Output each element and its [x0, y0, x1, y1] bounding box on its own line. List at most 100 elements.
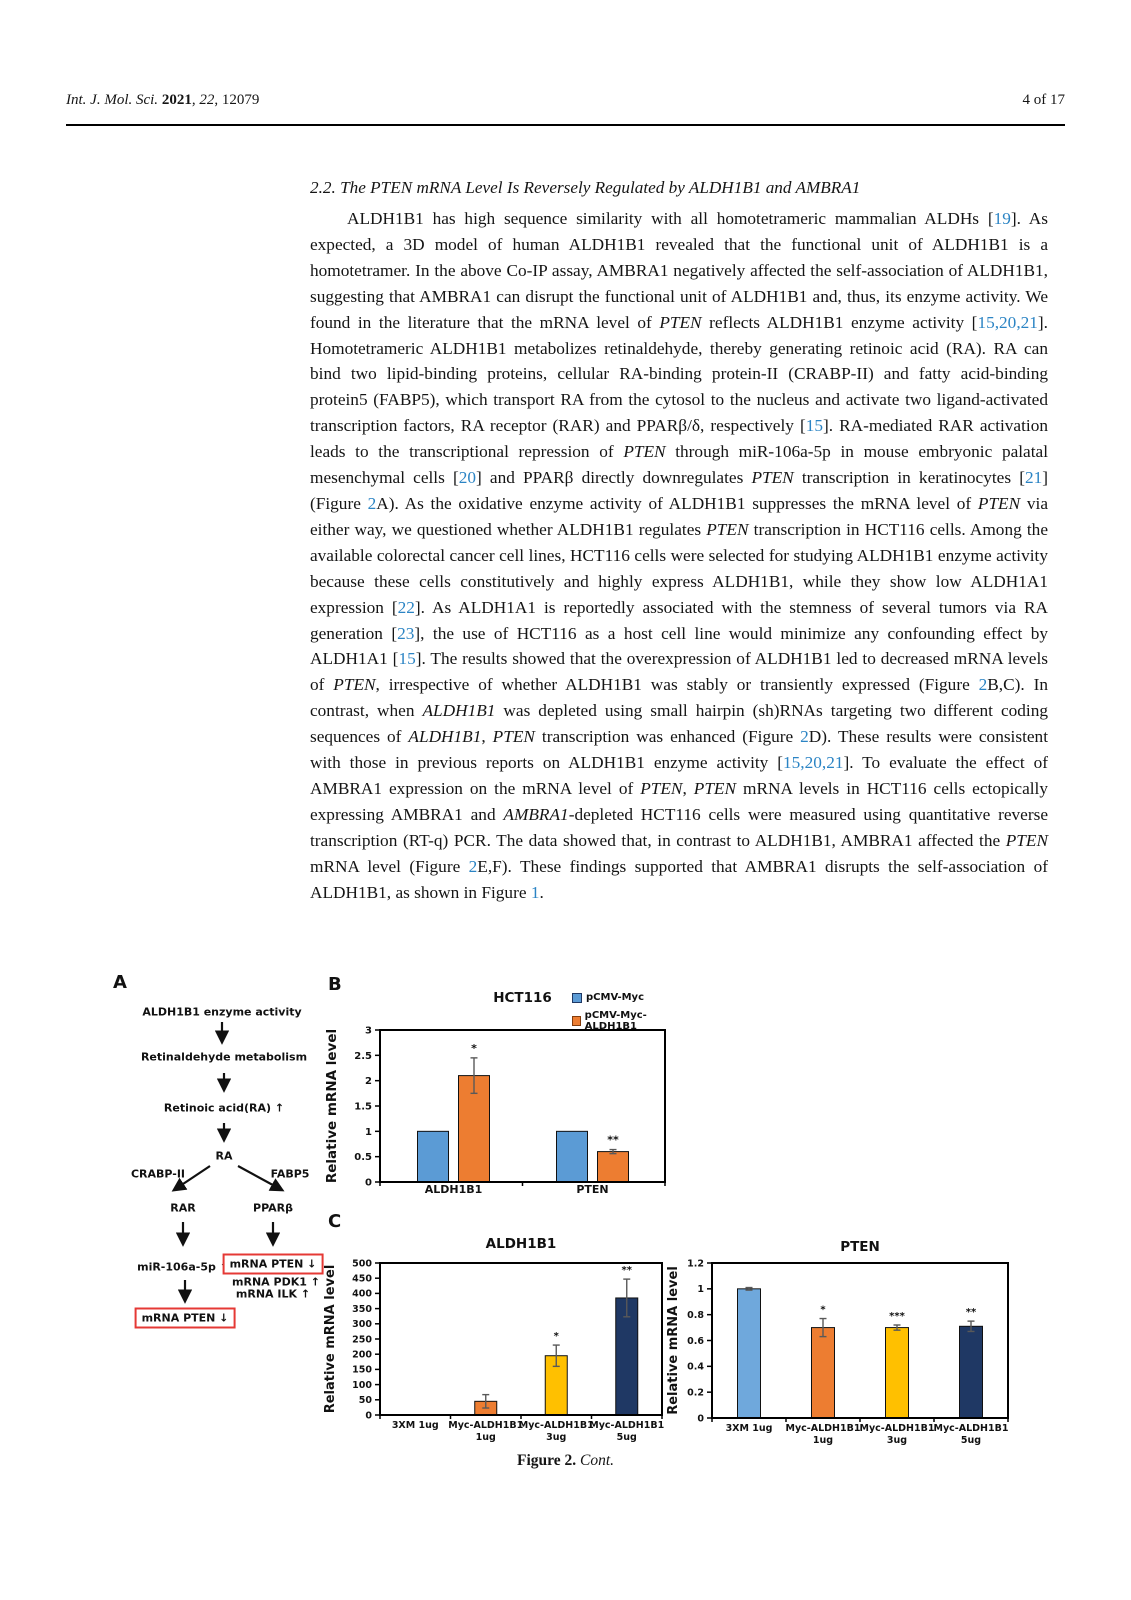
- reference-link[interactable]: 2: [978, 675, 988, 695]
- reference-link[interactable]: 15: [398, 649, 416, 669]
- legend-swatch-pcmv-myc: [572, 992, 582, 1003]
- bold-text: 2021: [161, 92, 192, 108]
- svg-text:*: *: [471, 1042, 477, 1055]
- node-mir-106a-5p: miR-106a-5p ↑: [137, 1260, 229, 1274]
- label-crabp-ii: CRABP-II: [130, 1167, 186, 1181]
- svg-text:ALDH1B1: ALDH1B1: [425, 1183, 483, 1196]
- italic-text: PTEN: [706, 519, 749, 539]
- svg-text:Myc-ALDH1B1: Myc-ALDH1B1: [786, 1423, 861, 1434]
- text-segment: transcription in HCT116 cells. Among the…: [310, 519, 1048, 617]
- label-fabp5: FABP5: [270, 1167, 310, 1181]
- text-segment: through miR-106a-5p in mouse embryonic p…: [310, 442, 1048, 488]
- section-heading: 2.2. The PTEN mRNA Level Is Reversely Re…: [310, 178, 861, 197]
- svg-text:50: 50: [359, 1395, 373, 1406]
- node-retinaldehyde-metabolism: Retinaldehyde metabolism: [140, 1050, 308, 1064]
- reference-link[interactable]: 2: [468, 856, 478, 876]
- svg-text:450: 450: [352, 1274, 372, 1285]
- reference-link[interactable]: 22: [397, 597, 415, 617]
- text-segment: ,: [682, 778, 694, 798]
- reference-link[interactable]: 15: [805, 416, 823, 436]
- italic-text: Int. J. Mol. Sci.: [66, 92, 162, 108]
- svg-text:Myc-ALDH1B1: Myc-ALDH1B1: [448, 1420, 523, 1431]
- italic-text: PTEN: [333, 675, 376, 695]
- svg-text:1: 1: [365, 1127, 372, 1138]
- panel-c-label: C: [328, 1211, 342, 1232]
- reference-link[interactable]: 20: [458, 468, 477, 488]
- text-segment: , 12079: [214, 92, 260, 108]
- reference-link[interactable]: 19: [993, 209, 1011, 228]
- legend-swatch-pcmv-myc-aldh1b1: [572, 1016, 581, 1026]
- text-segment: ]. The results showed that the overexpre…: [310, 649, 1048, 695]
- reference-link[interactable]: 2: [800, 727, 809, 747]
- reference-link[interactable]: 1: [530, 882, 540, 902]
- chart-c-pten-svg: PTEN Relative mRNA level 0 0.2 0.4 0.6 0.8 1 1.2…: [666, 1239, 1009, 1446]
- svg-text:3ug: 3ug: [887, 1435, 907, 1446]
- svg-text:3ug: 3ug: [546, 1432, 566, 1443]
- text-segment: ] and PPARβ directly downregulates: [476, 468, 752, 488]
- italic-text: PTEN: [977, 493, 1021, 513]
- svg-text:PTEN: PTEN: [840, 1239, 880, 1255]
- reference-link[interactable]: 23: [397, 623, 415, 643]
- svg-text:Myc-ALDH1B1: Myc-ALDH1B1: [519, 1420, 594, 1431]
- reference-link[interactable]: 15,20,21: [977, 312, 1038, 332]
- node-pparb: PPARβ: [253, 1201, 293, 1215]
- svg-text:1ug: 1ug: [813, 1435, 833, 1446]
- svg-text:*: *: [820, 1305, 826, 1316]
- text-segment: ], the use of HCT116 as a host cell line…: [310, 623, 1048, 669]
- text-segment: , irrespective of whether ALDH1B1 was st…: [375, 675, 979, 695]
- svg-text:***: ***: [889, 1311, 905, 1322]
- figure-panel-a: A ALDH1B1 enzyme activity Retinaldehyde …: [100, 950, 350, 1350]
- reference-link[interactable]: 21: [1024, 468, 1043, 488]
- node-aldh1b1-enzyme-activity: ALDH1B1 enzyme activity: [142, 1005, 302, 1019]
- svg-text:Myc-ALDH1B1: Myc-ALDH1B1: [589, 1420, 664, 1431]
- svg-text:ALDH1B1: ALDH1B1: [486, 1236, 557, 1252]
- svg-text:2.5: 2.5: [354, 1051, 372, 1062]
- svg-text:150: 150: [352, 1365, 372, 1376]
- panel-b-label: B: [328, 974, 342, 995]
- text-segment: ,: [481, 727, 493, 747]
- italic-text: ALDH1B1: [408, 727, 482, 747]
- reference-link[interactable]: 15,20,21: [783, 753, 844, 773]
- body-paragraph: ALDH1B1 has high sequence similarity wit…: [310, 206, 1048, 905]
- svg-text:250: 250: [352, 1334, 372, 1345]
- svg-text:0: 0: [697, 1413, 704, 1424]
- italic-text: PTEN: [659, 312, 702, 332]
- svg-text:Relative mRNA level: Relative mRNA level: [324, 1029, 340, 1183]
- text-segment: A). As the oxidative enzyme activity of …: [376, 493, 978, 513]
- chart-b: HCT116 Relative mRNA level 0 0.5 1 1.5 2 2.5 3 * *…: [320, 950, 680, 1202]
- italic-text: ALDH1B1: [422, 701, 496, 721]
- text-segment: ]. To evaluate the effect of AMBRA1 expr…: [310, 753, 1048, 798]
- italic-text: PTEN: [623, 442, 666, 462]
- svg-text:**: **: [622, 1265, 633, 1276]
- page-number: 4 of 17: [1022, 92, 1066, 108]
- svg-text:*: *: [554, 1331, 560, 1342]
- svg-text:HCT116: HCT116: [493, 990, 552, 1006]
- svg-text:3: 3: [365, 1026, 372, 1037]
- svg-text:Myc-ALDH1B1: Myc-ALDH1B1: [934, 1423, 1009, 1434]
- text-segment: ] (Figure: [310, 468, 1048, 513]
- svg-text:1ug: 1ug: [476, 1432, 496, 1443]
- text-segment: ]. RA-mediated RAR activation leads to t…: [310, 416, 1048, 462]
- svg-text:300: 300: [352, 1319, 372, 1330]
- svg-text:Myc-ALDH1B1: Myc-ALDH1B1: [860, 1423, 935, 1434]
- node-mrna-ilk: mRNA ILK ↑: [235, 1287, 311, 1301]
- text-segment: .: [539, 882, 544, 902]
- highlight-box-mrna-pten-left: mRNA PTEN ↓: [134, 1307, 236, 1329]
- legend-item-pcmv-myc-aldh1b1: pCMV-Myc-ALDH1B1: [572, 1010, 680, 1032]
- italic-text: PTEN: [693, 778, 737, 798]
- panel-a-label: A: [113, 972, 127, 993]
- node-rar: RAR: [170, 1201, 196, 1215]
- svg-text:3XM 1ug: 3XM 1ug: [726, 1423, 773, 1434]
- svg-text:0: 0: [365, 1178, 372, 1189]
- italic-text: 22: [199, 92, 215, 108]
- italic-text: PTEN: [492, 727, 535, 747]
- legend-label-pcmv-myc-aldh1b1: pCMV-Myc-ALDH1B1: [584, 1010, 647, 1032]
- svg-text:1.5: 1.5: [354, 1102, 372, 1113]
- svg-text:100: 100: [352, 1380, 372, 1391]
- svg-text:200: 200: [352, 1350, 372, 1361]
- node-retinoic-acid: Retinoic acid(RA) ↑: [163, 1101, 285, 1115]
- reference-link[interactable]: 2: [367, 493, 377, 513]
- svg-text:0.5: 0.5: [354, 1152, 372, 1163]
